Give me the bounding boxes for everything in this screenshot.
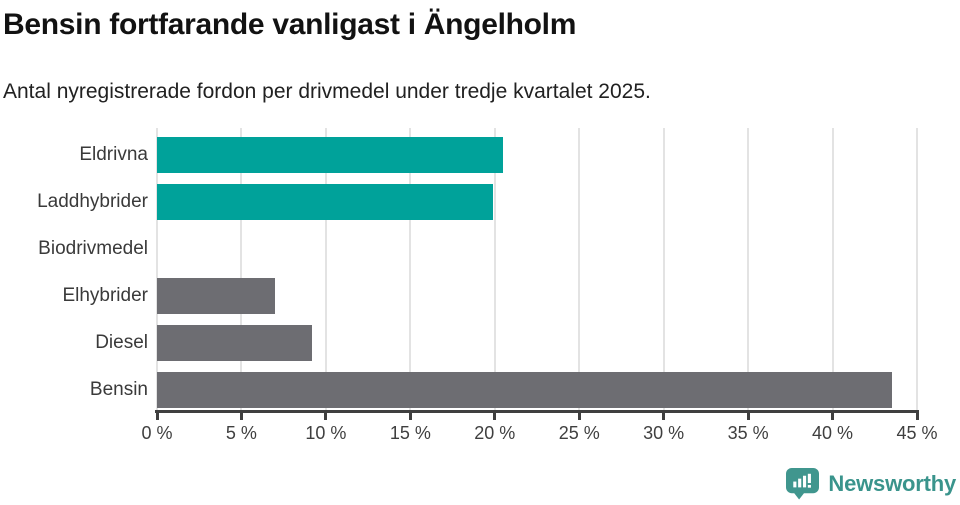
x-axis-tick [746, 410, 750, 420]
category-label: Biodrivmedel [38, 238, 148, 259]
bar [157, 325, 313, 361]
chart-title: Bensin fortfarande vanligast i Ängelholm [3, 8, 577, 41]
gridline-0 [156, 128, 158, 410]
x-axis-tick [408, 410, 412, 420]
x-axis-tick-label: 10 % [305, 423, 347, 443]
category-label: Bensin [89, 379, 148, 400]
x-axis-tick [831, 410, 835, 420]
gridline-25 [578, 128, 581, 410]
gridline-30 [662, 128, 665, 410]
gridline-15 [409, 128, 412, 410]
x-axis-tick [915, 410, 919, 420]
x-axis-tick [239, 410, 243, 420]
gridline-20 [493, 128, 496, 410]
x-axis-tick-label: 15 % [389, 423, 431, 443]
category-label: Diesel [95, 332, 148, 353]
bar [157, 137, 504, 173]
x-axis-tick-label: 35 % [727, 423, 769, 443]
bar [157, 372, 892, 408]
gridline-10 [324, 128, 327, 410]
x-axis-line [155, 410, 919, 413]
newsworthy-wordmark: Newsworthy [828, 470, 956, 496]
category-label: Laddhybrider [37, 191, 148, 212]
gridline-45 [916, 128, 918, 410]
x-axis-tick [577, 410, 581, 420]
x-axis-tick [155, 410, 159, 420]
gridline-5 [240, 128, 243, 410]
bar [157, 278, 276, 314]
x-axis-tick-label: 0 % [141, 423, 173, 443]
x-axis-tick-label: 40 % [812, 423, 854, 443]
x-axis-tick-label: 45 % [896, 423, 938, 443]
x-axis-tick-label: 5 % [225, 423, 257, 443]
gridline-35 [747, 128, 750, 410]
x-axis-tick [662, 410, 666, 420]
x-axis-tick-label: 25 % [558, 423, 600, 443]
x-axis-tick [324, 410, 328, 420]
x-axis-tick-label: 20 % [474, 423, 516, 443]
category-label: Eldrivna [79, 144, 148, 165]
newsworthy-logo: Newsworthy [785, 467, 956, 500]
x-axis-tick-label: 30 % [643, 423, 685, 443]
x-axis-tick [493, 410, 497, 420]
category-label: Elhybrider [62, 285, 148, 306]
newsworthy-bubble-chart-icon [786, 467, 820, 500]
gridline-40 [831, 128, 834, 410]
chart-subtitle: Antal nyregistrerade fordon per drivmede… [3, 80, 651, 103]
bar [157, 184, 494, 220]
